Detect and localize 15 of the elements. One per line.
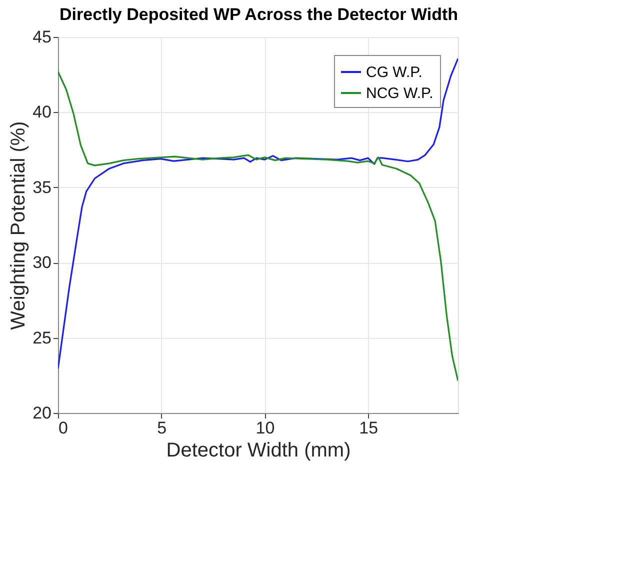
legend-label: CG W.P. xyxy=(366,64,422,81)
chart-title: Directly Deposited WP Across the Detector Width xyxy=(60,5,458,24)
x-tick-label: 5 xyxy=(157,418,167,438)
x-tick-label: 15 xyxy=(359,418,378,438)
y-tick-label: 30 xyxy=(32,253,52,272)
y-tick-label: 40 xyxy=(32,102,52,122)
x-axis-title: Detector Width (mm) xyxy=(166,440,351,462)
x-tick-label: 0 xyxy=(58,418,68,438)
y-tick-label: 35 xyxy=(32,178,52,197)
y-tick-label: 20 xyxy=(32,404,52,422)
y-axis-title: Weighting Potential (%) xyxy=(8,121,30,330)
y-tick-label: 45 xyxy=(32,28,52,46)
x-tick-label: 10 xyxy=(256,418,275,438)
y-tick-label: 25 xyxy=(32,328,52,348)
legend-label: NCG W.P. xyxy=(366,85,434,102)
